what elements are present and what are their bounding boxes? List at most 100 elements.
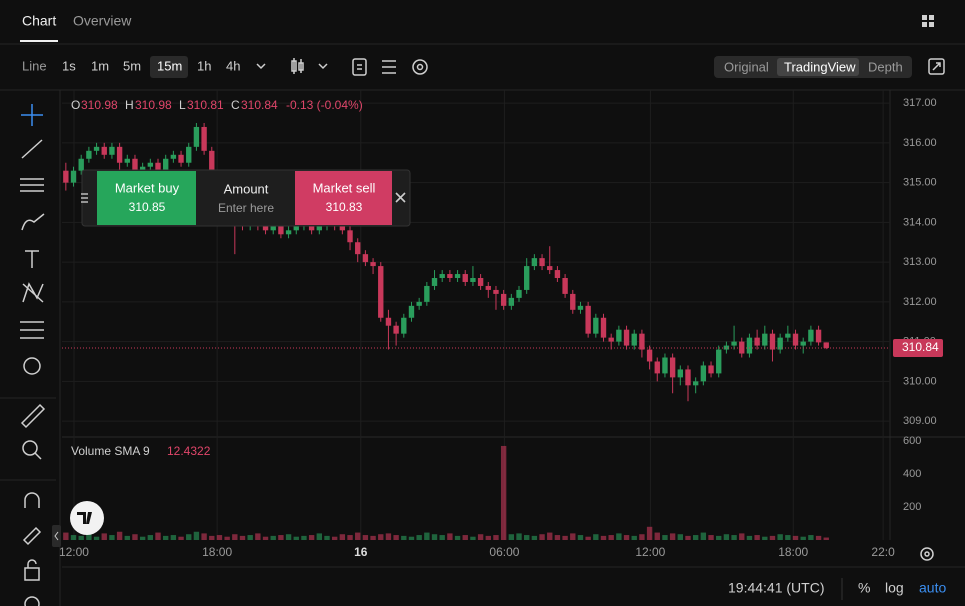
- volume-bar: [547, 532, 553, 540]
- candle-body: [524, 266, 530, 290]
- buy-label[interactable]: Market buy: [115, 180, 180, 195]
- y-tick-label: 309.00: [903, 415, 937, 427]
- tab-underline: [20, 40, 58, 42]
- ohlc-legend: O 310.98 H 310.98 L 310.81 C 310.84 -0.1…: [71, 98, 363, 112]
- buy-price[interactable]: 310.85: [129, 200, 166, 214]
- logo: [70, 501, 104, 535]
- volume-bar: [132, 534, 138, 540]
- close-button[interactable]: [395, 192, 406, 203]
- candle-body: [570, 293, 576, 310]
- candle-body: [86, 150, 92, 159]
- layout-icon[interactable]: [922, 15, 934, 27]
- amount-input[interactable]: Enter here: [218, 201, 274, 215]
- y-tick-label: 313.00: [903, 256, 937, 268]
- candle-body: [431, 278, 438, 286]
- buy-button[interactable]: [97, 171, 196, 225]
- auto-toggle[interactable]: auto: [919, 580, 946, 596]
- volume-bar: [109, 535, 115, 540]
- volume-bar: [531, 535, 538, 540]
- candle-body: [116, 146, 123, 163]
- volume-bar: [716, 535, 722, 540]
- volume-bar: [585, 536, 591, 540]
- x-tick-label: 18:00: [778, 545, 808, 559]
- indicator-icon[interactable]: [352, 58, 367, 76]
- candle-body: [539, 258, 545, 267]
- tab[interactable]: Overview: [73, 13, 132, 29]
- collapse-tab[interactable]: [52, 525, 61, 547]
- interval[interactable]: 1s: [62, 58, 76, 73]
- volume-bar: [516, 533, 522, 540]
- volume-bar: [209, 535, 215, 540]
- candle-body: [209, 150, 215, 175]
- volume-bar: [63, 532, 69, 540]
- volume-bar: [593, 534, 599, 540]
- legend-label: C: [231, 98, 240, 112]
- interval[interactable]: Line: [22, 58, 47, 73]
- interval[interactable]: 1h: [197, 58, 211, 73]
- volume-bar: [270, 535, 276, 540]
- volume-bar: [623, 535, 630, 540]
- percent-toggle[interactable]: %: [858, 580, 870, 596]
- volume-bar: [347, 535, 353, 540]
- candle-body: [769, 333, 776, 350]
- candle-body: [477, 278, 484, 286]
- settings-icon[interactable]: [412, 59, 428, 75]
- volume-bar: [224, 536, 230, 540]
- volume-bar: [78, 535, 84, 540]
- interval[interactable]: 5m: [123, 58, 141, 73]
- x-tick-label: 12:00: [59, 545, 89, 559]
- template-icon[interactable]: [382, 60, 396, 74]
- sell-price[interactable]: 310.83: [326, 200, 363, 214]
- candle-type-icon[interactable]: [291, 58, 304, 74]
- collapse-icon[interactable]: [54, 531, 59, 541]
- volume-bar: [301, 535, 307, 540]
- volume-bar: [339, 534, 346, 540]
- interval[interactable]: 15m: [157, 58, 182, 73]
- candle-body: [692, 381, 699, 386]
- candle-body: [170, 154, 177, 159]
- volume-bar: [247, 535, 253, 540]
- candle-body: [785, 333, 791, 338]
- candle-body: [654, 361, 660, 374]
- y-tick-label: 315.00: [903, 177, 937, 189]
- axis-settings-icon[interactable]: [920, 547, 934, 561]
- candle-body: [316, 226, 322, 231]
- interval[interactable]: 4h: [226, 58, 240, 73]
- sell-label[interactable]: Market sell: [313, 180, 376, 195]
- fullscreen-icon[interactable]: [928, 58, 945, 75]
- log-toggle[interactable]: log: [885, 580, 904, 596]
- candle-body: [339, 226, 346, 231]
- view-option[interactable]: Original: [724, 59, 769, 74]
- last-price-badge: [893, 338, 943, 357]
- interval[interactable]: 1m: [91, 58, 109, 73]
- volume-bar: [692, 535, 699, 540]
- view-option[interactable]: TradingView: [784, 59, 856, 74]
- sell-button[interactable]: [295, 171, 392, 225]
- candle-body: [439, 274, 445, 279]
- volume-bar: [746, 535, 753, 540]
- dropdown-icon[interactable]: [256, 63, 266, 70]
- candle-body: [424, 285, 430, 302]
- candle-body: [823, 342, 829, 348]
- volume-bar: [393, 535, 399, 540]
- candle-body: [155, 162, 161, 171]
- volume-bar: [201, 533, 207, 540]
- view-option[interactable]: Depth: [868, 59, 903, 74]
- amount-label: Amount: [224, 181, 269, 196]
- volume-bar: [808, 535, 814, 540]
- candle-body: [754, 337, 760, 346]
- tab[interactable]: Chart: [22, 13, 56, 29]
- volume-bar: [646, 526, 653, 540]
- volume-bar: [731, 535, 737, 540]
- volume-bar: [762, 536, 768, 540]
- volume-bar: [93, 536, 100, 540]
- drawing-tools[interactable]: [20, 104, 46, 606]
- volume-bar: [669, 533, 676, 540]
- volume-bar: [539, 534, 545, 540]
- order-panel: Market buy 310.85 Amount Enter here Mark…: [81, 169, 411, 227]
- candle-body: [132, 158, 138, 175]
- volume-bar: [232, 534, 238, 540]
- candle-body: [585, 305, 591, 334]
- drag-handle[interactable]: [81, 193, 88, 203]
- dropdown-icon[interactable]: [318, 63, 328, 70]
